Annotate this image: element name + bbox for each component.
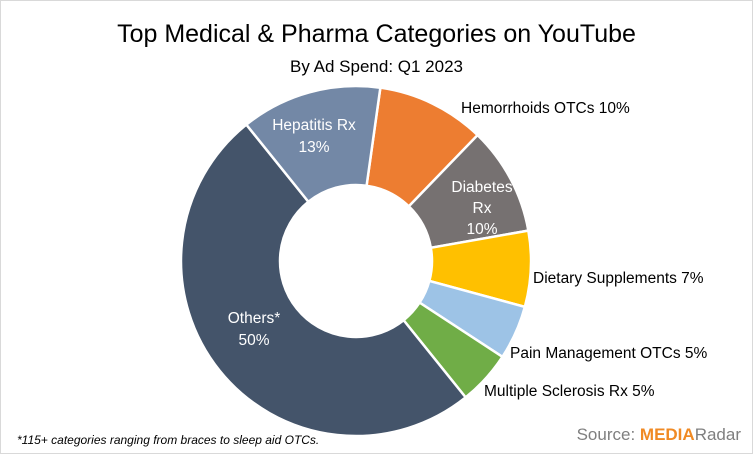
chart-title: Top Medical & Pharma Categories on YouTu…	[117, 20, 636, 48]
slice-label-3-line-0: Pain Management OTCs 5%	[510, 345, 708, 362]
slice-label-6-line-1: 13%	[298, 139, 329, 156]
slice-label-5-line-1: 50%	[238, 332, 269, 349]
slice-label-4-line-0: Multiple Sclerosis Rx 5%	[484, 383, 655, 400]
slice-label-5-line-0: Others*	[228, 310, 281, 327]
chart-subtitle: By Ad Spend: Q1 2023	[290, 57, 463, 76]
slice-label-1-line-2: 10%	[466, 221, 497, 238]
mediaradar-logo-media: MEDIA	[639, 425, 695, 444]
source-credit: Source: MEDIARadar	[577, 425, 741, 445]
slice-label-0-line-0: Hemorrhoids OTCs 10%	[461, 100, 630, 117]
slice-label-1-line-1: Rx	[473, 200, 492, 217]
slice-label-2-line-0: Dietary Supplements 7%	[533, 270, 704, 287]
slice-others-50	[179, 122, 468, 438]
slice-label-6-line-0: Hepatitis Rx	[272, 117, 356, 134]
mediaradar-logo-radar: Radar	[694, 425, 741, 444]
slice-hepatitis-rx-13	[244, 84, 382, 204]
source-prefix: Source:	[576, 425, 636, 444]
slice-label-1-line-0: Diabetes	[451, 179, 512, 196]
footnote: *115+ categories ranging from braces to …	[17, 433, 320, 447]
